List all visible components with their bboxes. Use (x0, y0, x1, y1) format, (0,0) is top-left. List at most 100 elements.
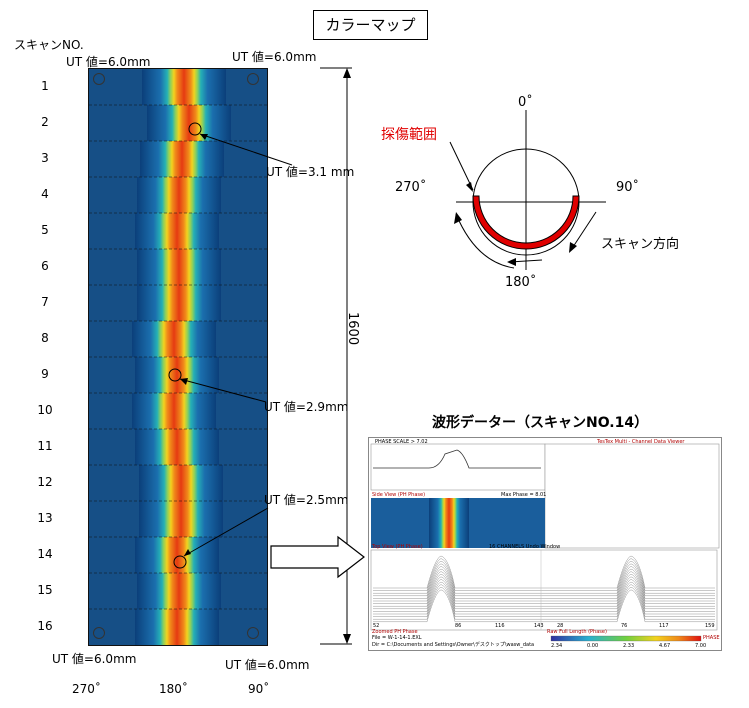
scale-tick-label: 4.67 (659, 643, 671, 649)
wave-trace (373, 581, 715, 615)
wave-trace (373, 563, 715, 596)
wave-trace (373, 566, 715, 599)
scan-band-segment (137, 177, 221, 213)
wave-trace (373, 560, 715, 594)
pipe-cross-section-diagram (449, 110, 606, 270)
wave-trace (373, 576, 715, 609)
scan-number: 4 (41, 187, 49, 201)
x-tick-label: 52 (373, 623, 380, 629)
scan-band-segment (132, 321, 216, 357)
inspection-range-arc (472, 195, 580, 250)
scan-header: スキャンNO. (14, 38, 84, 52)
scan-band-segment (139, 465, 223, 501)
scan-number: 16 (37, 619, 53, 633)
callout-label: UT 値=2.5mm (264, 493, 349, 507)
top-view-label: Top View (PH Phase) (372, 544, 423, 550)
scan-number: 8 (41, 331, 49, 345)
wave-trace (373, 568, 715, 602)
max-phase-label: Max Phase = 8.01 (501, 492, 547, 498)
axis-label-270: 270˚ (72, 682, 101, 696)
scan-band-segment (135, 609, 219, 645)
scan-band-segment (135, 213, 219, 249)
raw-length-label: Raw Full Length (Phase) (547, 629, 607, 635)
scan-number: 11 (37, 439, 53, 453)
scan-number: 2 (41, 115, 49, 129)
scan-band-segment (132, 393, 216, 429)
zoomed-label: Zoomed PH Phase (372, 629, 418, 635)
side-view-label: Side View (PH Phase) (372, 492, 426, 498)
scan-number: 9 (41, 367, 49, 381)
scan-number: 3 (41, 151, 49, 165)
color-map-image (89, 69, 267, 645)
scan-number: 10 (37, 403, 53, 417)
x-tick-label: 86 (455, 623, 462, 629)
scan-number: 1 (41, 79, 49, 93)
x-tick-label: 143 (534, 623, 544, 629)
wave-trace (373, 571, 715, 604)
ut-label-bottom-left: UT 値=6.0mm (52, 652, 137, 666)
scan-number: 15 (37, 583, 53, 597)
x-tick-label: 76 (621, 623, 628, 629)
wave-trace (373, 579, 715, 612)
corner-marker (247, 73, 259, 85)
scan-number: 12 (37, 475, 53, 489)
wave-trace (373, 573, 715, 607)
pipe-label-90: 90˚ (616, 180, 640, 195)
length-label: 1600 (345, 312, 360, 346)
scale-tick-label: 2.34 (551, 643, 563, 649)
corner-marker (247, 627, 259, 639)
scan-band-segment (135, 357, 219, 393)
hollow-arrow-icon (270, 535, 365, 579)
scan-band-segment (142, 69, 226, 105)
scan-band-segment (147, 105, 231, 141)
channels-label: 16 CHANNELS Undo Window (489, 544, 561, 550)
scan-band-segment (135, 429, 219, 465)
scan-number: 6 (41, 259, 49, 273)
scan-band-segment (135, 537, 219, 573)
axis-label-90: 90˚ (248, 682, 270, 696)
axis-label-180: 180˚ (159, 682, 188, 696)
scan-number: 7 (41, 295, 49, 309)
callout-label: UT 値=2.9mm (264, 400, 349, 414)
viewer-app-title: TesTex Multi - Channel Data Viewer (597, 439, 685, 445)
color-map-strip (88, 68, 268, 646)
wave-trace (373, 586, 715, 620)
waveform-viewer: PHASE SCALE > 7.02 TesTex Multi - Channe… (368, 437, 722, 651)
scale-label: PHASE (703, 635, 720, 641)
scale-tick-label: 0.00 (587, 643, 599, 649)
scan-number: 14 (37, 547, 53, 561)
ut-label-top-right: UT 値=6.0mm (232, 50, 317, 64)
pipe-label-0: 0˚ (518, 95, 533, 110)
scan-number: 13 (37, 511, 53, 525)
scan-band-segment (139, 501, 223, 537)
path-label: Dir = C:\Documents and Settings\Owner\デス… (372, 642, 535, 648)
scale-tick-label: 2.33 (623, 643, 635, 649)
x-tick-label: 28 (557, 623, 564, 629)
x-tick-label: 117 (659, 623, 669, 629)
wave-trace (373, 584, 715, 617)
scan-band-segment (137, 573, 221, 609)
waveform-title: 波形データー（スキャンNO.14） (432, 415, 649, 431)
corner-marker (93, 627, 105, 639)
x-tick-label: 159 (705, 623, 715, 629)
x-tick-label: 116 (495, 623, 505, 629)
scale-tick-label: 7.00 (695, 643, 707, 649)
pipe-label-270: 270˚ (395, 180, 427, 195)
callout-label: UT 値=3.1 mm (266, 165, 355, 179)
scan-direction-label: スキャン方向 (601, 237, 680, 252)
scan-band-segment (137, 285, 221, 321)
scan-number: 5 (41, 223, 49, 237)
scan-band-segment (137, 249, 221, 285)
ut-label-bottom-right: UT 値=6.0mm (225, 658, 310, 672)
wave-trace (373, 589, 715, 622)
wave-trace (373, 555, 715, 589)
phase-scale-label: PHASE SCALE > 7.02 (375, 439, 428, 445)
inspection-range-label: 探傷範囲 (381, 127, 437, 143)
file-label: File = W-1-14-1.EXL (372, 635, 422, 641)
wave-trace (373, 558, 715, 591)
ut-label-top-left: UT 値=6.0mm (66, 55, 151, 69)
pipe-label-180: 180˚ (505, 275, 537, 290)
corner-marker (93, 73, 105, 85)
waveform-graphics (370, 443, 720, 642)
scan-band-segment (140, 141, 224, 177)
